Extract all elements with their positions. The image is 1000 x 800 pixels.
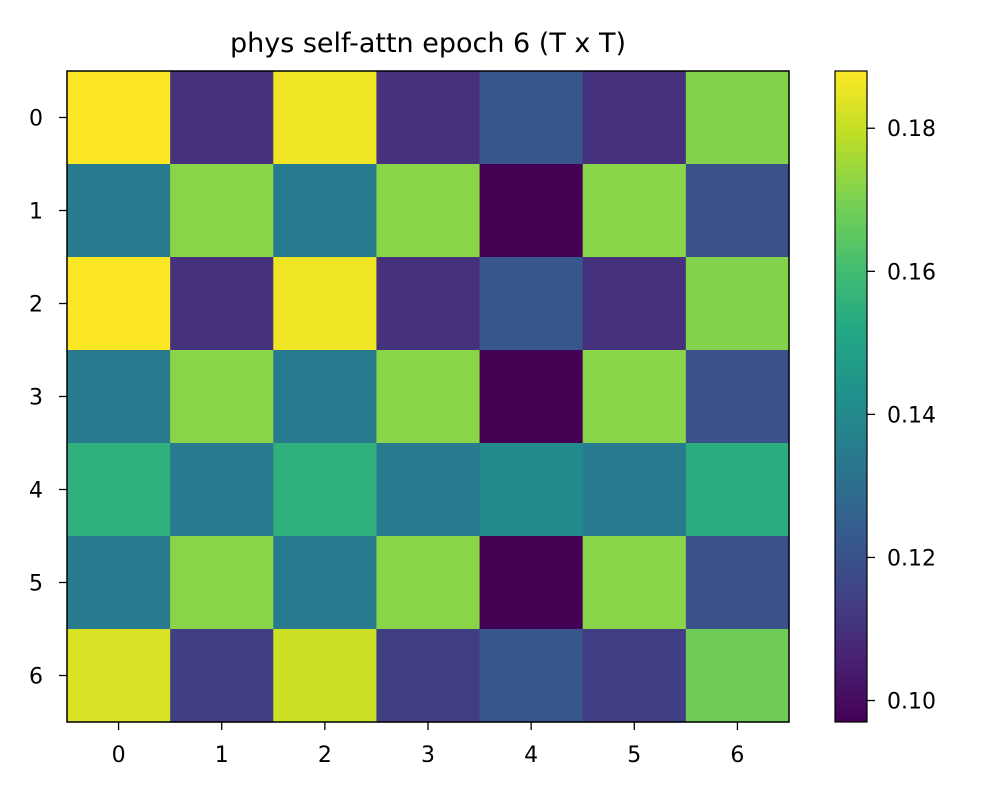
heatmap-cell-r0-c4 — [479, 71, 584, 165]
y-axis: 0 1 2 3 4 5 6 — [29, 107, 67, 690]
x-tick-label: 2 — [318, 743, 332, 768]
heatmap-cell-r2-c1 — [170, 257, 274, 351]
chart-title: phys self-attn epoch 6 (T x T) — [230, 28, 626, 59]
heatmap-cell-r3-c5 — [582, 350, 687, 444]
heatmap-cell-r3-c1 — [170, 350, 274, 444]
y-tick-label: 1 — [29, 200, 43, 225]
heatmap-cell-r4-c4 — [479, 443, 584, 537]
heatmap-cell-r0-c0 — [67, 71, 171, 165]
heatmap-cell-r1-c3 — [376, 164, 481, 258]
heatmap-cell-r1-c6 — [685, 164, 790, 258]
colorbar-tick-label: 0.10 — [887, 690, 936, 715]
heatmap-cell-r2-c6 — [685, 257, 790, 351]
heatmap-cell-r1-c1 — [170, 164, 274, 258]
heatmap-cell-r5-c1 — [170, 536, 274, 630]
heatmap-cell-r4-c2 — [273, 443, 378, 537]
heatmap-cell-r3-c2 — [273, 350, 378, 444]
heatmap-cell-r6-c1 — [170, 629, 274, 723]
heatmap-cell-r2-c0 — [67, 257, 171, 351]
heatmap-cell-r4-c6 — [685, 443, 790, 537]
heatmap-cell-r1-c0 — [67, 164, 171, 258]
x-tick-label: 6 — [730, 743, 744, 768]
y-tick-label: 6 — [29, 665, 43, 690]
heatmap-cell-r5-c4 — [479, 536, 584, 630]
heatmap-cell-r6-c3 — [376, 629, 481, 723]
x-tick-label: 0 — [112, 743, 126, 768]
heatmap-cell-r3-c3 — [376, 350, 481, 444]
heatmap-cell-r3-c4 — [479, 350, 584, 444]
heatmap-cell-r4-c0 — [67, 443, 171, 537]
heatmap-cell-r0-c2 — [273, 71, 378, 165]
heatmap-cell-r5-c0 — [67, 536, 171, 630]
colorbar-tick-label: 0.16 — [887, 260, 936, 285]
colorbar-axis: 0.10 0.12 0.14 0.16 0.18 — [867, 117, 936, 715]
colorbar — [834, 70, 868, 723]
heatmap-cell-r3-c6 — [685, 350, 790, 444]
heatmap-cell-r5-c6 — [685, 536, 790, 630]
y-tick-label: 4 — [29, 479, 43, 504]
heatmap-cell-r2-c2 — [273, 257, 378, 351]
heatmap-cell-r6-c5 — [582, 629, 687, 723]
heatmap-cell-r1-c4 — [479, 164, 584, 258]
x-tick-label: 5 — [627, 743, 641, 768]
heatmap-cell-r2-c3 — [376, 257, 481, 351]
heatmap-cell-r4-c3 — [376, 443, 481, 537]
heatmap-cell-r0-c6 — [685, 71, 790, 165]
y-tick-label: 0 — [29, 107, 43, 132]
x-axis: 0 1 2 3 4 5 6 — [112, 722, 744, 768]
heatmap-cell-r2-c5 — [582, 257, 687, 351]
heatmap-cells — [67, 71, 790, 723]
heatmap-cell-r4-c5 — [582, 443, 687, 537]
colorbar-tick-label: 0.12 — [887, 546, 936, 571]
heatmap-cell-r0-c1 — [170, 71, 274, 165]
heatmap-cell-r5-c2 — [273, 536, 378, 630]
y-tick-label: 5 — [29, 572, 43, 597]
colorbar-tick-label: 0.18 — [887, 117, 936, 142]
x-tick-label: 1 — [215, 743, 229, 768]
x-tick-label: 4 — [524, 743, 538, 768]
y-tick-label: 3 — [29, 386, 43, 411]
heatmap-cell-r2-c4 — [479, 257, 584, 351]
y-tick-label: 2 — [29, 293, 43, 318]
heatmap-cell-r4-c1 — [170, 443, 274, 537]
x-tick-label: 3 — [421, 743, 435, 768]
heatmap-cell-r6-c0 — [67, 629, 171, 723]
heatmap-cell-r6-c4 — [479, 629, 584, 723]
heatmap-cell-r6-c6 — [685, 629, 790, 723]
heatmap-cell-r1-c5 — [582, 164, 687, 258]
heatmap-cell-r6-c2 — [273, 629, 378, 723]
heatmap-cell-r5-c5 — [582, 536, 687, 630]
colorbar-tick-label: 0.14 — [887, 403, 936, 428]
heatmap-cell-r3-c0 — [67, 350, 171, 444]
heatmap-cell-r0-c5 — [582, 71, 687, 165]
heatmap-cell-r5-c3 — [376, 536, 481, 630]
heatmap-cell-r0-c3 — [376, 71, 481, 165]
heatmap-cell-r1-c2 — [273, 164, 378, 258]
